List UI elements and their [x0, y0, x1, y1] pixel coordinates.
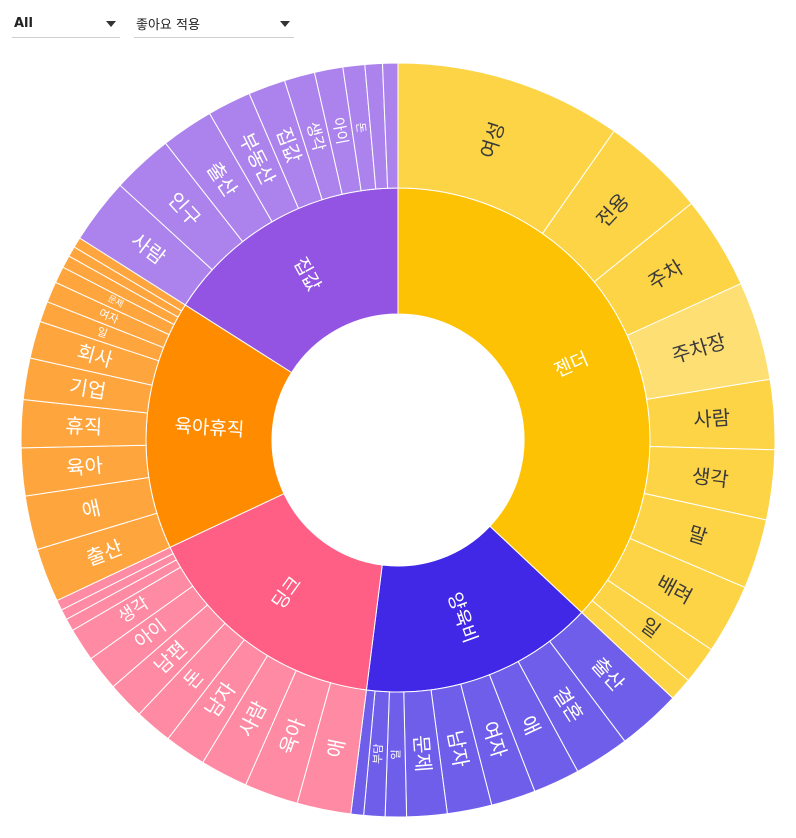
sunburst-leaf-5-10[interactable] [381, 62, 399, 189]
sunburst-leaf-label: 기업 [68, 374, 108, 404]
sunburst-segment-label: 육아휴직 [174, 415, 245, 441]
sunburst-leaf-label: 사람 [693, 405, 731, 431]
sunburst-leaf-label: 애 [80, 496, 103, 523]
sunburst-leaf-label: 육아 [65, 453, 104, 480]
sort-dropdown[interactable]: 좋아요 적용 [134, 10, 294, 38]
sunburst-leaf-label: 생각 [691, 464, 730, 492]
chevron-down-icon [280, 21, 290, 27]
sunburst-leaf-label: 휴직 [65, 414, 103, 440]
sunburst-leaf-label: 문제 [409, 734, 436, 773]
sort-dropdown-value: 좋아요 적용 [136, 18, 200, 33]
category-dropdown-value: All [14, 16, 33, 31]
sunburst-leaf-label: 애 [322, 737, 349, 760]
sunburst-leaf-label: 일 [95, 324, 109, 341]
category-dropdown[interactable]: All [12, 10, 120, 38]
sunburst-leaf-label: 일 [389, 749, 403, 759]
chevron-down-icon [106, 21, 116, 27]
sunburst-leaf-label: 돈 [354, 122, 369, 134]
sunburst-leaf-label: 부담 [371, 743, 385, 764]
sunburst-leaf-label: 아이 [329, 116, 352, 146]
